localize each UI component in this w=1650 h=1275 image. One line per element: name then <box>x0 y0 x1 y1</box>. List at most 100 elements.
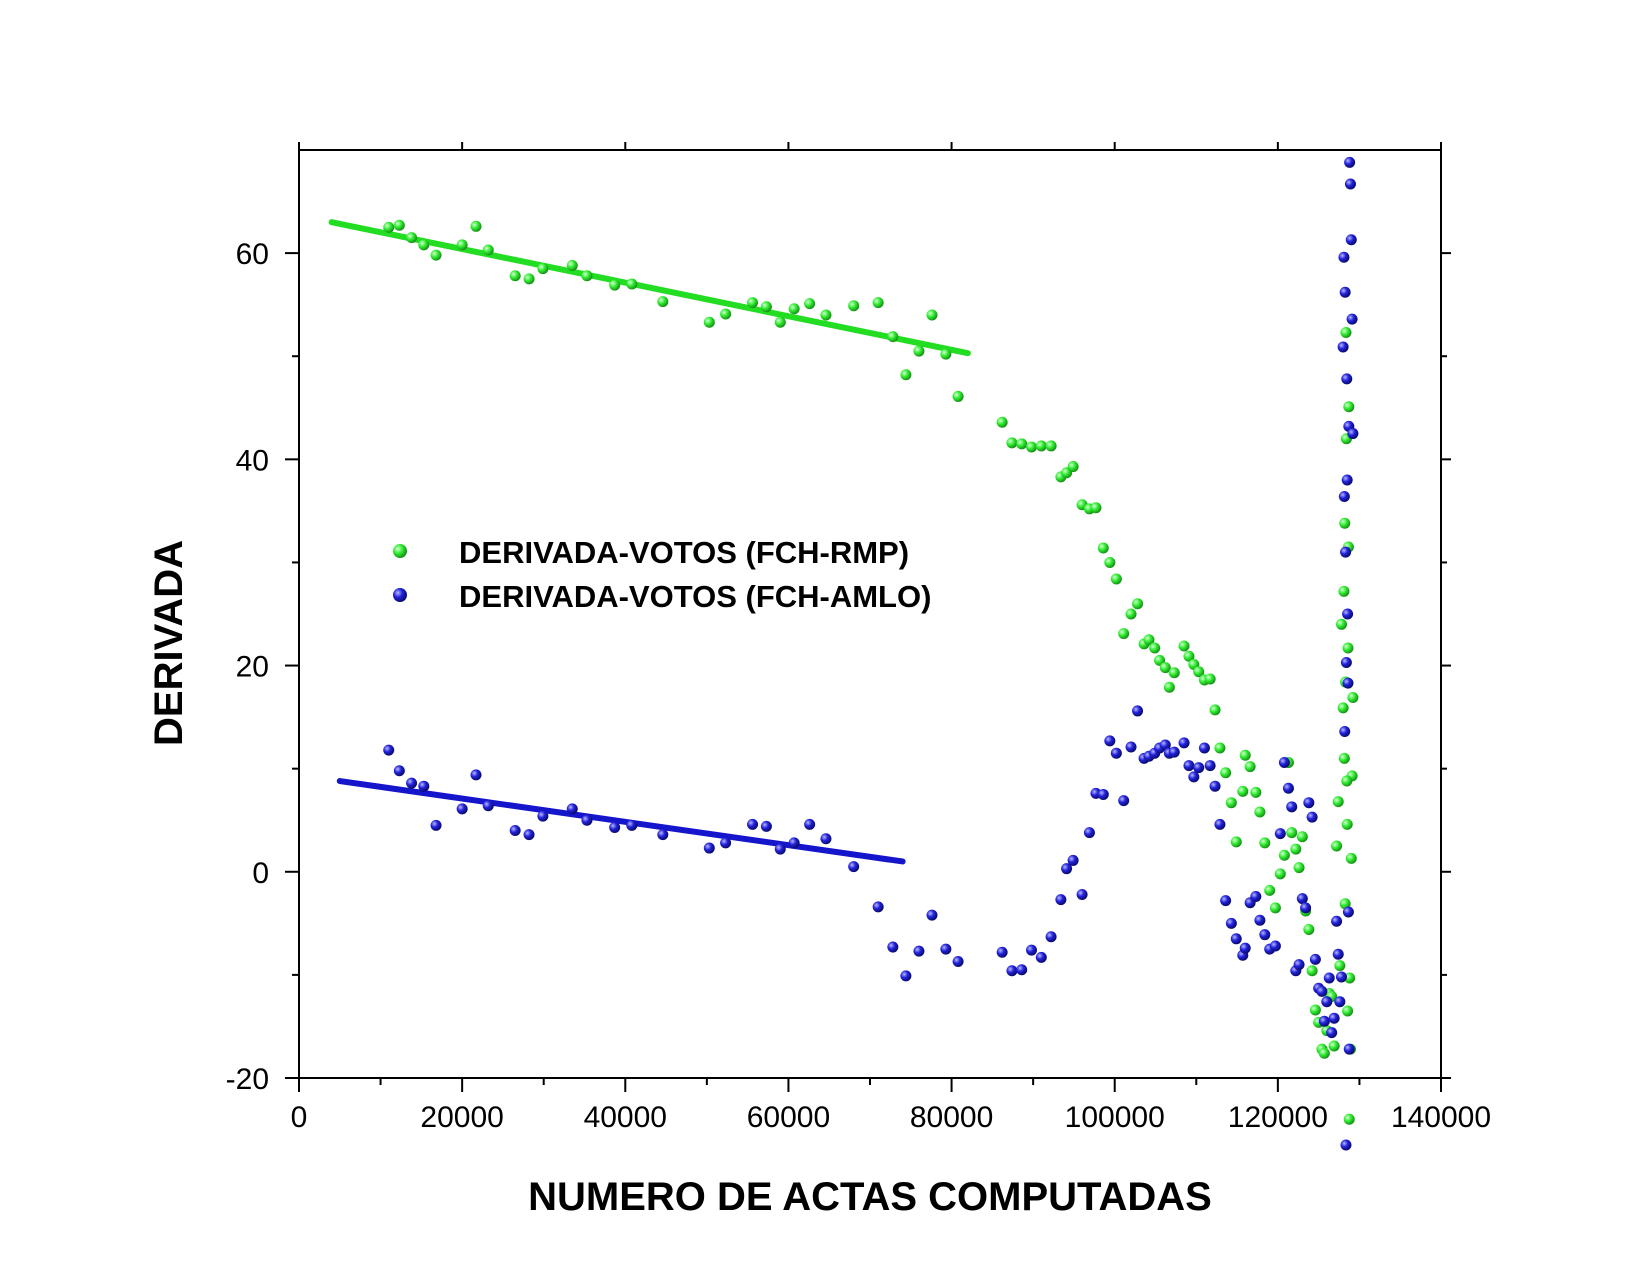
point-fch-amlo <box>1340 1139 1352 1151</box>
point-fch-amlo <box>1168 746 1180 758</box>
point-fch-rmp <box>1125 608 1137 620</box>
axis-ticks: 0 20000 40000 60000 80000 100000 120000 140000 -… <box>226 142 1491 1134</box>
point-fch-amlo <box>1045 931 1057 943</box>
point-fch-amlo <box>1303 797 1315 809</box>
point-fch-amlo <box>872 901 884 913</box>
point-fch-rmp <box>1309 1004 1321 1016</box>
point-fch-amlo <box>1293 959 1305 971</box>
point-fch-rmp <box>900 369 912 381</box>
point-fch-rmp <box>523 273 535 285</box>
point-fch-amlo <box>1230 933 1242 945</box>
point-fch-amlo <box>1055 894 1067 906</box>
point-fch-rmp <box>1274 868 1286 880</box>
point-fch-rmp <box>1296 831 1308 843</box>
plot-frame <box>298 149 1442 1079</box>
point-fch-rmp <box>626 278 638 290</box>
point-fch-amlo <box>1220 895 1232 907</box>
point-fch-rmp <box>1328 1040 1340 1052</box>
point-fch-rmp <box>1132 598 1144 610</box>
point-fch-rmp <box>1341 818 1353 830</box>
point-fch-amlo <box>566 803 578 815</box>
point-fch-rmp <box>566 259 578 271</box>
x-tick-label: 20000 <box>420 1101 503 1134</box>
point-fch-amlo <box>1309 953 1321 965</box>
point-fch-amlo <box>1110 747 1122 759</box>
x-tick-label: 40000 <box>584 1101 667 1134</box>
point-fch-amlo <box>1061 863 1073 875</box>
point-fch-rmp <box>1035 440 1047 452</box>
point-fch-amlo <box>1132 705 1144 717</box>
y-tick-label: -20 <box>226 1063 269 1096</box>
point-fch-rmp <box>872 297 884 309</box>
y-axis-title: DERIVADA <box>147 540 191 746</box>
point-fch-amlo <box>430 819 442 831</box>
point-fch-amlo <box>1016 964 1028 976</box>
y-tick-label: 20 <box>236 651 269 684</box>
point-fch-rmp <box>1239 749 1251 761</box>
point-fch-amlo <box>1097 788 1109 800</box>
point-fch-amlo <box>1274 828 1286 840</box>
point-fch-amlo <box>509 825 521 837</box>
point-fch-amlo <box>1318 1015 1330 1027</box>
point-fch-amlo <box>393 765 405 777</box>
point-fch-amlo <box>406 777 418 789</box>
point-fch-amlo <box>1118 795 1130 807</box>
point-fch-rmp <box>1110 573 1122 585</box>
point-fch-rmp <box>913 345 925 357</box>
point-fch-amlo <box>1300 902 1312 914</box>
point-fch-rmp <box>537 263 549 275</box>
point-fch-amlo <box>747 818 759 830</box>
point-fch-amlo <box>657 829 669 841</box>
point-fch-amlo <box>1316 985 1328 997</box>
point-fch-amlo <box>848 861 860 873</box>
point-fch-rmp <box>1118 628 1130 640</box>
point-fch-amlo <box>996 946 1008 958</box>
point-fch-rmp <box>1090 502 1102 514</box>
point-fch-rmp <box>1286 827 1298 839</box>
point-fch-rmp <box>952 390 964 402</box>
point-fch-amlo <box>1321 996 1333 1008</box>
point-fch-rmp <box>940 348 952 360</box>
point-fch-amlo <box>1204 760 1216 772</box>
legend-label-fch-amlo: DERIVADA-VOTOS (FCH-AMLO) <box>459 579 931 614</box>
point-fch-amlo <box>1282 782 1294 794</box>
point-fch-rmp <box>1214 742 1226 754</box>
point-fch-rmp <box>1345 852 1357 864</box>
point-fch-rmp <box>747 297 759 309</box>
point-fch-rmp <box>848 300 860 312</box>
point-fch-rmp <box>418 239 430 251</box>
point-fch-rmp <box>1097 542 1109 554</box>
point-fch-rmp <box>1178 640 1190 652</box>
point-fch-rmp <box>406 232 418 244</box>
point-fch-rmp <box>760 301 772 313</box>
point-fch-amlo <box>1345 234 1357 246</box>
point-fch-rmp <box>1237 785 1249 797</box>
point-fch-rmp <box>1026 441 1038 453</box>
x-tick-label: 0 <box>291 1101 308 1134</box>
point-fch-amlo <box>820 833 832 845</box>
point-fch-amlo <box>1338 251 1350 263</box>
legend-label-fch-rmp: DERIVADA-VOTOS (FCH-RMP) <box>459 535 909 570</box>
point-fch-rmp <box>430 249 442 261</box>
legend: DERIVADA-VOTOS (FCH-RMP) DERIVADA-VOTOS … <box>393 535 931 614</box>
point-fch-amlo <box>1323 972 1335 984</box>
point-fch-rmp <box>456 239 468 251</box>
y-tick-label: 0 <box>252 857 269 890</box>
point-fch-rmp <box>1306 965 1318 977</box>
point-fch-rmp <box>1163 681 1175 693</box>
point-fch-amlo <box>1250 891 1262 903</box>
point-fch-amlo <box>1342 906 1354 918</box>
point-fch-amlo <box>1341 474 1353 486</box>
point-fch-amlo <box>1104 735 1116 747</box>
point-fch-amlo <box>1193 762 1205 774</box>
point-fch-rmp <box>1264 884 1276 896</box>
point-fch-rmp <box>1067 461 1079 473</box>
point-fch-rmp <box>1331 840 1343 852</box>
point-fch-amlo <box>1341 373 1353 385</box>
point-fch-amlo <box>1125 741 1137 753</box>
point-fch-rmp <box>804 298 816 310</box>
point-fch-rmp <box>581 270 593 282</box>
point-fch-amlo <box>1339 726 1351 738</box>
point-fch-rmp <box>657 296 669 308</box>
